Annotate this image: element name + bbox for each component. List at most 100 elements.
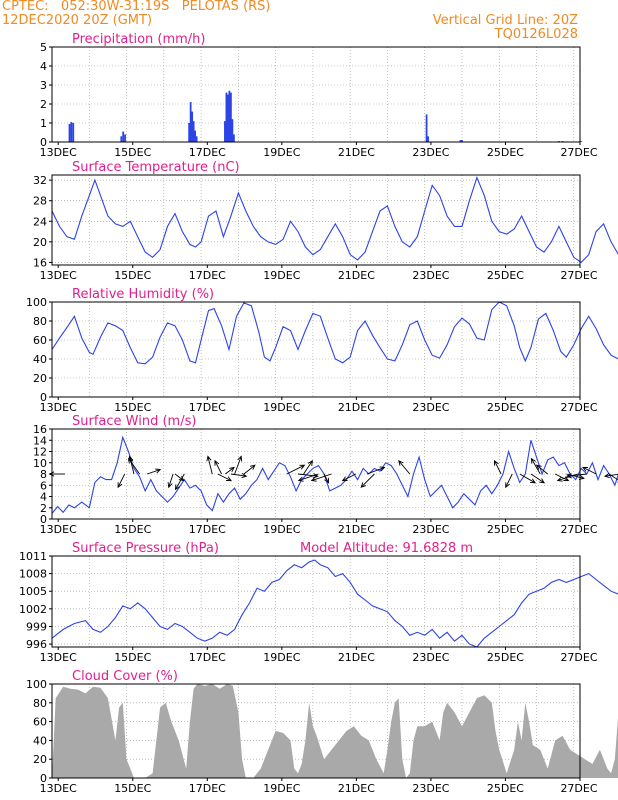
panel6-ytick-label: 40 (33, 734, 47, 747)
panel5-xtick-label: 25DEC (487, 651, 524, 664)
panel6-xtick-label: 19DEC (263, 782, 300, 795)
panel5-ytick-label: 999 (26, 620, 47, 633)
panel2-border (51, 174, 581, 266)
wind-arrowhead (556, 476, 563, 482)
panel4-title: Surface Wind (m/s) (72, 414, 196, 429)
wind-arrowhead (565, 473, 572, 479)
precip-bar (224, 121, 226, 142)
precip-bar (188, 123, 191, 142)
panel4-ytick-label: 12 (33, 446, 47, 459)
panel3-ytick-label: 60 (33, 334, 47, 347)
panel3-ytick-label: 40 (33, 353, 47, 366)
wind-arrowhead (174, 484, 180, 491)
panel2-xtick-label: 21DEC (338, 269, 375, 282)
panel1-border (51, 46, 581, 143)
wind-vector (582, 466, 597, 475)
precip-bar (580, 141, 583, 142)
panel4-ytick-label: 2 (40, 502, 47, 515)
panel6-ytick-label: 20 (33, 753, 47, 766)
panel4-xtick-label: 23DEC (412, 523, 449, 536)
precip-bar (195, 136, 198, 142)
panel2-xtick-label: 13DEC (40, 269, 77, 282)
wind-arrowhead (297, 476, 304, 482)
panel2-xtick-label: 15DEC (114, 269, 151, 282)
wind-vector (531, 458, 541, 475)
panel6-ytick-label: 100 (26, 678, 47, 691)
wind-arrowhead (379, 466, 386, 472)
precip-bar (68, 123, 71, 142)
wind-vector (298, 473, 319, 482)
wind-vector (297, 473, 318, 477)
panel3-xtick-label: 23DEC (412, 401, 449, 414)
panel1-xtick-label: 25DEC (487, 146, 524, 159)
panel4-ytick-label: 6 (40, 479, 47, 492)
panel4-xtick-label: 27DEC (560, 523, 597, 536)
wind-arrowhead (237, 455, 243, 462)
header-grid-line: Vertical Grid Line: 20Z (432, 13, 578, 28)
wind-arrowhead (578, 474, 585, 480)
panel6-ytick-label: 80 (33, 697, 47, 710)
panel1-ytick-label: 5 (40, 41, 47, 54)
precip-bar (122, 131, 125, 142)
panel3-border (51, 301, 581, 398)
panel3-xtick-label: 13DEC (40, 401, 77, 414)
wind-vector (303, 460, 313, 475)
chart-header: CPTEC: 052:30W-31:19S PELOTAS (RS) 12DEC… (0, 0, 618, 48)
wind-vector (214, 460, 222, 475)
header-station: CPTEC: 052:30W-31:19S PELOTAS (RS) (2, 0, 271, 14)
panel5-xtick-label: 15DEC (114, 651, 151, 664)
wind-vector (175, 473, 185, 490)
panel4-ytick-label: 8 (40, 468, 47, 481)
precip-bar (194, 130, 197, 142)
wind-arrowhead (341, 476, 348, 482)
panel3-xtick-label: 25DEC (487, 401, 524, 414)
panel6-border (51, 683, 581, 779)
wind-vector (360, 473, 375, 488)
precip-bar (227, 94, 229, 142)
wind-arrowhead (229, 466, 235, 473)
precip-bar (120, 136, 123, 142)
panel4-line (51, 435, 618, 514)
panel3-ytick-label: 20 (33, 372, 47, 385)
precip-bar (189, 102, 192, 142)
wind-arrowhead (117, 482, 123, 489)
panel2-xtick-label: 25DEC (487, 269, 524, 282)
wind-vector (225, 467, 235, 475)
panel4-ytick-label: 14 (33, 434, 47, 447)
wind-vector (311, 473, 332, 482)
wind-arrowhead (214, 459, 220, 466)
precip-bar (427, 136, 429, 142)
panel4-ytick-label: 10 (33, 457, 47, 470)
panel3-xtick-label: 19DEC (263, 401, 300, 414)
wind-arrowhead (505, 482, 510, 489)
precip-bar (461, 140, 463, 142)
panel1-ytick-label: 0 (40, 136, 47, 149)
header-model: TQ0126L028 (494, 27, 578, 42)
wind-arrowhead (360, 482, 367, 488)
wind-arrowhead (535, 464, 542, 470)
panel2-xtick-label: 27DEC (560, 269, 597, 282)
panel5-ytick-label: 996 (26, 638, 47, 651)
panel1-frame-bg (52, 47, 580, 142)
precip-bar (124, 134, 126, 142)
panel2-title: Surface Temperature (nC) (72, 160, 240, 175)
wind-arrowhead (310, 476, 317, 482)
panel5-ytick-label: 1002 (19, 603, 47, 616)
wind-vector (554, 473, 569, 482)
panel1-xtick-label: 17DEC (189, 146, 226, 159)
panel5-title: Surface Pressure (hPa) (72, 541, 219, 556)
panel2-ytick-label: 28 (33, 195, 47, 208)
panel2-ytick-label: 32 (33, 174, 47, 187)
panel6-xtick-label: 13DEC (40, 782, 77, 795)
wind-vector (234, 456, 242, 475)
wind-arrowhead (539, 478, 545, 484)
precip-bar (232, 134, 235, 142)
panel1-title: Precipitation (mm/h) (72, 32, 205, 47)
wind-vector (505, 473, 513, 488)
precip-bar (225, 92, 228, 142)
panel5-xtick-label: 23DEC (412, 651, 449, 664)
panel3-frame-bg (52, 302, 580, 397)
wind-vector (174, 473, 185, 481)
wind-arrowhead (494, 459, 499, 466)
panel6-xtick-label: 25DEC (487, 782, 524, 795)
